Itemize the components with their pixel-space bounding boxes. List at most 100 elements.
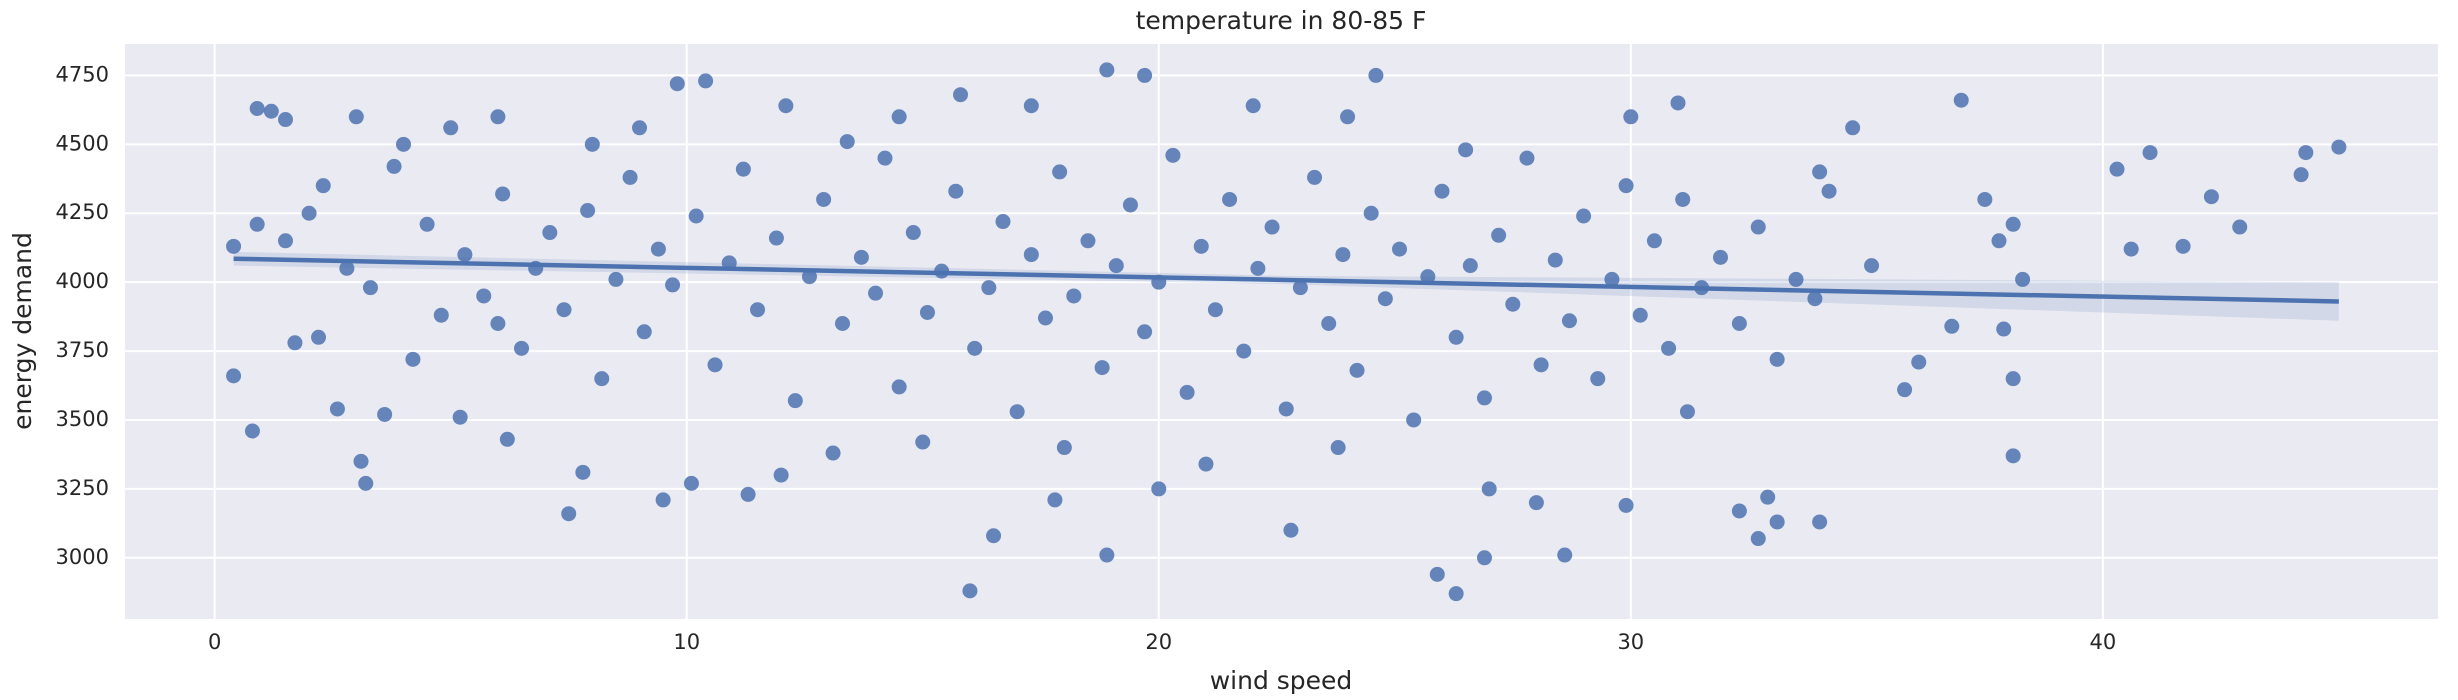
- point: [358, 475, 374, 491]
- point: [1094, 360, 1110, 376]
- point: [1307, 169, 1323, 185]
- point: [2298, 145, 2314, 161]
- point: [825, 445, 841, 461]
- point: [787, 393, 803, 409]
- point: [1491, 227, 1507, 243]
- point: [419, 216, 435, 232]
- point: [1420, 269, 1436, 285]
- point: [1533, 357, 1549, 373]
- point: [476, 288, 492, 304]
- point: [1292, 280, 1308, 296]
- point: [1250, 260, 1266, 276]
- point: [665, 277, 681, 293]
- point: [226, 368, 242, 384]
- point: [868, 285, 884, 301]
- point: [277, 233, 293, 249]
- x-axis-label: wind speed: [1210, 666, 1353, 695]
- point: [1066, 288, 1082, 304]
- point: [1897, 382, 1913, 398]
- point: [2175, 238, 2191, 254]
- point: [377, 406, 393, 422]
- point: [1151, 481, 1167, 497]
- point: [1476, 390, 1492, 406]
- point: [1576, 208, 1592, 224]
- point: [1193, 238, 1209, 254]
- point: [891, 109, 907, 125]
- point: [249, 216, 265, 232]
- point: [2203, 189, 2219, 205]
- y-tick-label: 3250: [56, 476, 109, 500]
- point: [301, 205, 317, 221]
- point: [1264, 219, 1280, 235]
- point: [1845, 120, 1861, 136]
- regression-line: [233, 256, 2339, 304]
- point: [740, 486, 756, 502]
- point: [396, 136, 412, 152]
- point: [263, 103, 279, 119]
- point: [1122, 197, 1138, 213]
- point: [495, 186, 511, 202]
- point: [339, 260, 355, 276]
- point: [1047, 492, 1063, 508]
- x-tick-label: 0: [208, 630, 221, 654]
- point: [2142, 145, 2158, 161]
- point: [514, 340, 530, 356]
- point: [575, 464, 591, 480]
- point: [1618, 178, 1634, 194]
- point: [1604, 271, 1620, 287]
- point: [353, 453, 369, 469]
- point: [1750, 219, 1766, 235]
- point: [311, 329, 327, 345]
- point: [2123, 241, 2139, 257]
- point: [1198, 456, 1214, 472]
- point: [1330, 440, 1346, 456]
- point: [1245, 98, 1261, 114]
- point: [1944, 318, 1960, 334]
- point: [490, 109, 506, 125]
- point: [1812, 514, 1828, 530]
- point: [981, 280, 997, 296]
- point: [1099, 547, 1115, 563]
- point: [386, 158, 402, 174]
- point: [1977, 191, 1993, 207]
- y-tick-label: 3750: [56, 338, 109, 362]
- point: [362, 280, 378, 296]
- point: [1009, 404, 1025, 420]
- point: [226, 238, 242, 254]
- point: [735, 161, 751, 177]
- point: [315, 178, 331, 194]
- point: [948, 183, 964, 199]
- y-tick-label: 4250: [56, 200, 109, 224]
- point: [1807, 291, 1823, 307]
- point: [1731, 503, 1747, 519]
- point: [915, 434, 931, 450]
- point: [1769, 514, 1785, 530]
- chart-title: temperature in 80-85 F: [1136, 6, 1427, 35]
- point: [778, 98, 794, 114]
- y-axis-label: energy demand: [8, 232, 37, 430]
- point: [594, 371, 610, 387]
- point: [277, 112, 293, 128]
- point: [1434, 183, 1450, 199]
- point: [1462, 258, 1478, 274]
- point: [1099, 62, 1115, 78]
- point: [1646, 233, 1662, 249]
- point: [249, 101, 265, 117]
- point: [1137, 67, 1153, 83]
- point: [443, 120, 459, 136]
- point: [953, 87, 969, 103]
- point: [1618, 497, 1634, 513]
- point: [1670, 95, 1686, 111]
- point: [768, 230, 784, 246]
- point: [1911, 354, 1927, 370]
- point: [1278, 401, 1294, 417]
- point: [561, 506, 577, 522]
- point: [2331, 139, 2347, 155]
- point: [962, 583, 978, 599]
- point: [1236, 343, 1252, 359]
- point: [2232, 219, 2248, 235]
- point: [986, 528, 1002, 544]
- x-tick-label: 10: [673, 630, 700, 654]
